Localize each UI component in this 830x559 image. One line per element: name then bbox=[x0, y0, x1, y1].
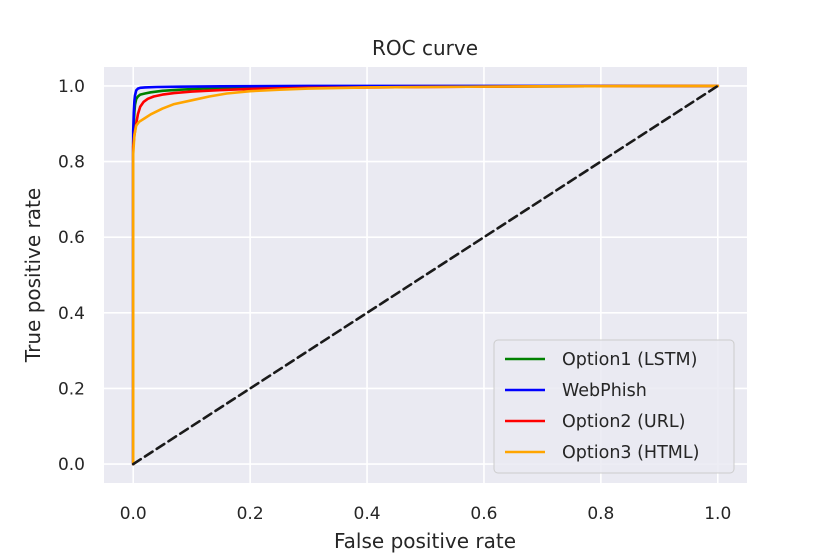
y-tick-labels: 0.0 0.2 0.4 0.6 0.8 1.0 bbox=[58, 77, 85, 475]
y-tick-label: 0.8 bbox=[58, 153, 85, 173]
x-tick-label: 1.0 bbox=[704, 504, 731, 524]
x-axis-label: False positive rate bbox=[334, 529, 516, 553]
series-line-option3-html bbox=[131, 84, 720, 466]
y-tick-label: 0.4 bbox=[58, 304, 85, 324]
y-tick-label: 0.0 bbox=[58, 455, 85, 475]
legend: Option1 (LSTM) WebPhish Option2 (URL) Optio… bbox=[493, 339, 735, 474]
y-tick-label: 0.2 bbox=[58, 379, 85, 399]
series-layer bbox=[131, 84, 720, 466]
y-axis-label: True positive rate bbox=[21, 188, 45, 363]
x-tick-labels: 0.0 0.2 0.4 0.6 0.8 1.0 bbox=[120, 504, 732, 524]
x-tick-label: 0.2 bbox=[237, 504, 264, 524]
legend-label: Option2 (URL) bbox=[562, 412, 685, 432]
y-tick-label: 0.6 bbox=[58, 228, 85, 248]
legend-box bbox=[493, 339, 735, 474]
legend-label: WebPhish bbox=[562, 381, 647, 401]
x-tick-label: 0.0 bbox=[120, 504, 147, 524]
y-tick-label: 1.0 bbox=[58, 77, 85, 97]
series-line-webphish bbox=[131, 84, 720, 466]
grid bbox=[104, 67, 747, 483]
legend-label: Option3 (HTML) bbox=[562, 443, 699, 463]
legend-label: Option1 (LSTM) bbox=[562, 350, 697, 370]
x-tick-label: 0.4 bbox=[354, 504, 381, 524]
series-line-chance bbox=[131, 84, 720, 466]
chart-title: ROC curve bbox=[372, 36, 478, 60]
x-tick-label: 0.8 bbox=[587, 504, 614, 524]
x-tick-label: 0.6 bbox=[470, 504, 497, 524]
